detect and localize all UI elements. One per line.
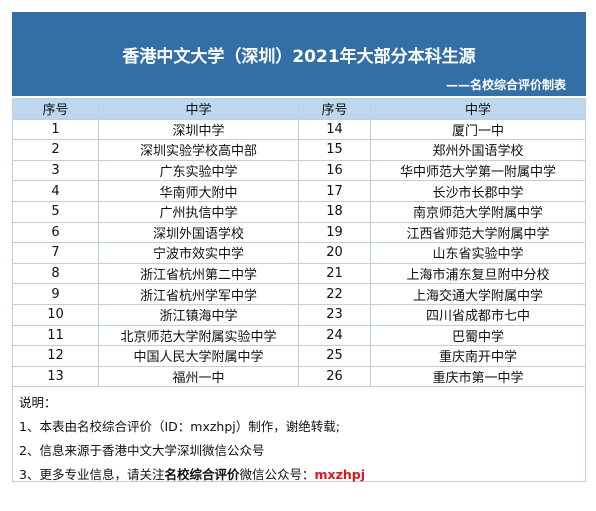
notes: 说明： 1、本表由名校综合评价（ID：mxzhpj）制作，谢绝转载; 2、信息来…: [12, 387, 586, 483]
table-cell: 20: [298, 242, 371, 264]
note-text: 3、更多专业信息，请关注: [19, 467, 165, 483]
table-cell: 浙江省杭州第二中学: [98, 262, 299, 285]
table-cell: 22: [298, 283, 371, 305]
column-header: 中学: [370, 98, 586, 120]
table-row: 4 华南师大附中 17 长沙市长郡中学: [12, 180, 586, 202]
table: 序号 中学 序号 中学 1 深圳中学 14 厦门一中 2 深圳实验学校高中部 15 郑州外国语学校 3…: [12, 98, 586, 388]
table-cell: 江西省师范大学附属中学: [370, 221, 586, 244]
table-cell: 福州一中: [98, 365, 299, 388]
table-cell: 上海交通大学附属中学: [370, 283, 586, 305]
table-cell: 5: [12, 200, 99, 223]
table-cell: 宁波市效实中学: [98, 242, 299, 264]
table-cell: 23: [298, 303, 371, 326]
table-cell: 10: [12, 303, 99, 326]
table-cell: 18: [298, 200, 371, 223]
table-row: 13 福州一中 26 重庆市第一中学: [12, 365, 586, 388]
table-cell: 1: [12, 118, 99, 141]
table-cell: 15: [298, 139, 371, 161]
table-cell: 17: [298, 180, 371, 202]
table-cell: 24: [298, 324, 371, 347]
table-cell: 广东实验中学: [98, 159, 299, 182]
table-cell: 上海市浦东复旦附中分校: [370, 262, 586, 285]
notes-label: 说明：: [19, 395, 57, 411]
table-cell: 11: [12, 324, 99, 347]
table-cell: 中国人民大学附属中学: [98, 345, 299, 367]
table-cell: 8: [12, 262, 99, 285]
table-cell: 深圳实验学校高中部: [98, 139, 299, 161]
note-text: 微信公众号：: [239, 467, 315, 483]
table-row: 3 广东实验中学 16 华中师范大学第一附属中学: [12, 159, 586, 182]
title: 香港中文大学（深圳）2021年大部分本科生源: [122, 47, 476, 67]
table-cell: 深圳中学: [98, 118, 299, 141]
table-cell: 北京师范大学附属实验中学: [98, 324, 299, 347]
note-line: 2、信息来源于香港中文大学深圳微信公众号: [19, 443, 265, 459]
table-body: 1 深圳中学 14 厦门一中 2 深圳实验学校高中部 15 郑州外国语学校 3 广东实验中学 16 华…: [12, 118, 586, 388]
table-cell: 7: [12, 242, 99, 264]
table-cell: 3: [12, 159, 99, 182]
table-row: 6 深圳外国语学校 19 江西省师范大学附属中学: [12, 221, 586, 244]
table-cell: 深圳外国语学校: [98, 221, 299, 244]
table-cell: 9: [12, 283, 99, 305]
header-row: 序号 中学 序号 中学: [12, 98, 586, 120]
table-row: 2 深圳实验学校高中部 15 郑州外国语学校: [12, 139, 586, 161]
table-cell: 南京师范大学附属中学: [370, 200, 586, 223]
table-cell: 21: [298, 262, 371, 285]
table-cell: 26: [298, 365, 371, 388]
table-cell: 4: [12, 180, 99, 202]
table-cell: 华南师大附中: [98, 180, 299, 202]
column-header: 序号: [298, 98, 371, 120]
table-cell: 重庆市第一中学: [370, 365, 586, 388]
note-code: mxzhpj: [314, 467, 366, 483]
note-line: 3、更多专业信息，请关注名校综合评价微信公众号：mxzhpj: [19, 463, 579, 487]
table-row: 7 宁波市效实中学 20 山东省实验中学: [12, 242, 586, 264]
table-cell: 14: [298, 118, 371, 141]
table-cell: 巴蜀中学: [370, 324, 586, 347]
header: 香港中文大学（深圳）2021年大部分本科生源 ——名校综合评价制表: [12, 12, 586, 96]
table-cell: 2: [12, 139, 99, 161]
column-header: 中学: [98, 98, 299, 120]
table-cell: 华中师范大学第一附属中学: [370, 159, 586, 182]
table-cell: 浙江镇海中学: [98, 303, 299, 326]
note-line: 1、本表由名校综合评价（ID：mxzhpj）制作，谢绝转载;: [19, 419, 340, 435]
table-cell: 广州执信中学: [98, 200, 299, 223]
table-cell: 重庆南开中学: [370, 345, 586, 367]
table-row: 5 广州执信中学 18 南京师范大学附属中学: [12, 200, 586, 223]
document: 香港中文大学（深圳）2021年大部分本科生源 ——名校综合评价制表 序号 中学 序号…: [12, 12, 586, 483]
table-row: 11 北京师范大学附属实验中学 24 巴蜀中学: [12, 324, 586, 347]
subtitle: ——名校综合评价制表: [445, 78, 566, 92]
table-row: 12 中国人民大学附属中学 25 重庆南开中学: [12, 345, 586, 367]
table-row: 1 深圳中学 14 厦门一中: [12, 118, 586, 141]
note-highlight: 名校综合评价: [164, 467, 240, 483]
table-cell: 四川省成都市七中: [370, 303, 586, 326]
table-cell: 16: [298, 159, 371, 182]
table-cell: 山东省实验中学: [370, 242, 586, 264]
table-cell: 19: [298, 221, 371, 244]
table-cell: 12: [12, 345, 99, 367]
table-row: 8 浙江省杭州第二中学 21 上海市浦东复旦附中分校: [12, 262, 586, 285]
column-header: 序号: [12, 98, 99, 120]
table-row: 10 浙江镇海中学 23 四川省成都市七中: [12, 303, 586, 326]
table-cell: 25: [298, 345, 371, 367]
table-cell: 郑州外国语学校: [370, 139, 586, 161]
table-cell: 长沙市长郡中学: [370, 180, 586, 202]
table-row: 9 浙江省杭州学军中学 22 上海交通大学附属中学: [12, 283, 586, 305]
table-cell: 厦门一中: [370, 118, 586, 141]
table-cell: 13: [12, 365, 99, 388]
table-cell: 6: [12, 221, 99, 244]
table-cell: 浙江省杭州学军中学: [98, 283, 299, 305]
